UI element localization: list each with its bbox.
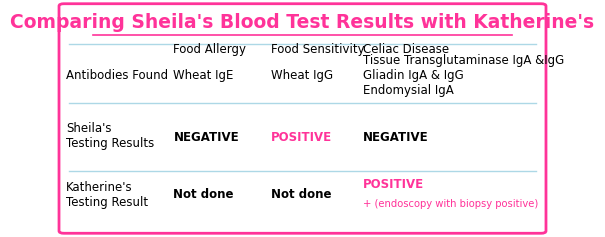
Text: Katherine's
Testing Result: Katherine's Testing Result bbox=[67, 181, 148, 209]
Text: Comparing Sheila's Blood Test Results with Katherine's: Comparing Sheila's Blood Test Results wi… bbox=[10, 13, 595, 32]
Text: Wheat IgG: Wheat IgG bbox=[271, 69, 333, 82]
Text: Food Allergy: Food Allergy bbox=[174, 43, 246, 56]
Text: Sheila's
Testing Results: Sheila's Testing Results bbox=[67, 122, 154, 150]
FancyBboxPatch shape bbox=[59, 4, 546, 233]
Text: + (endoscopy with biopsy positive): + (endoscopy with biopsy positive) bbox=[364, 199, 538, 209]
Text: Food Sensitivity: Food Sensitivity bbox=[271, 43, 364, 56]
Text: Antibodies Found: Antibodies Found bbox=[67, 69, 168, 82]
Text: NEGATIVE: NEGATIVE bbox=[174, 131, 239, 144]
Text: Tissue Transglutaminase IgA &IgG
Gliadin IgA & IgG
Endomysial IgA: Tissue Transglutaminase IgA &IgG Gliadin… bbox=[364, 54, 564, 97]
Text: Not done: Not done bbox=[271, 188, 332, 201]
Text: Not done: Not done bbox=[174, 188, 234, 201]
Text: Celiac Disease: Celiac Disease bbox=[364, 43, 450, 56]
Text: POSITIVE: POSITIVE bbox=[271, 131, 332, 144]
Text: NEGATIVE: NEGATIVE bbox=[364, 131, 429, 144]
Text: Wheat IgE: Wheat IgE bbox=[174, 69, 234, 82]
Text: POSITIVE: POSITIVE bbox=[364, 178, 425, 191]
